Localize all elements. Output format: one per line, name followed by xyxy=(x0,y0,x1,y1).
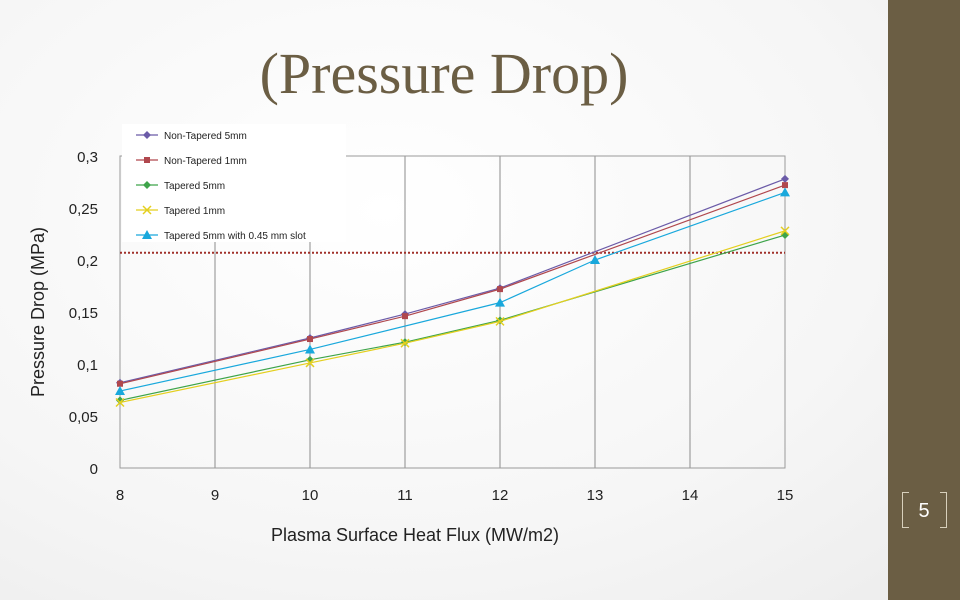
legend-marker xyxy=(142,205,152,215)
series-layer xyxy=(115,174,790,408)
legend-item: Tapered 5mm xyxy=(136,181,225,192)
data-point xyxy=(402,313,408,320)
legend-label: Non-Tapered 5mm xyxy=(164,131,247,142)
data-point xyxy=(497,286,503,293)
data-point xyxy=(781,174,789,183)
data-point xyxy=(495,316,505,326)
x-tick-label: 10 xyxy=(302,487,319,504)
side-band xyxy=(888,0,960,600)
y-tick-label: 0,1 xyxy=(77,357,98,374)
x-marker-stroke xyxy=(495,316,505,326)
legend-item: Tapered 1mm xyxy=(136,205,225,217)
legend-item: Non-Tapered 5mm xyxy=(136,131,247,142)
legend: Non-Tapered 5mm Non-Tapered 1mm Tapered 5m… xyxy=(122,124,346,242)
series-2 xyxy=(117,182,788,387)
y-tick-label: 0 xyxy=(90,461,98,478)
y-tick-label: 0,3 xyxy=(77,149,98,166)
y-tick-label: 0,2 xyxy=(77,253,98,270)
page-number-bracket-left xyxy=(902,492,909,528)
legend-label: Tapered 5mm with 0.45 mm slot xyxy=(164,231,306,242)
x-tick-label: 12 xyxy=(492,487,509,504)
legend-item: Non-Tapered 1mm xyxy=(136,156,247,167)
data-point xyxy=(305,344,315,354)
page-title: (Pressure Drop) xyxy=(259,41,629,106)
data-point xyxy=(780,187,790,197)
legend-item: Tapered 5mm with 0.45 mm slot xyxy=(136,230,306,242)
legend-label: Non-Tapered 1mm xyxy=(164,156,247,167)
page-number: 5 xyxy=(918,500,930,522)
legend-marker xyxy=(143,131,151,139)
legend-marker xyxy=(143,181,151,189)
x-marker-stroke xyxy=(305,358,315,368)
data-point xyxy=(305,358,315,368)
plot-area-border xyxy=(119,155,786,469)
y-axis-ticks: 0 0,05 0,1 0,15 0,2 0,25 0,3 xyxy=(69,149,98,478)
x-tick-label: 14 xyxy=(682,487,699,504)
page-number-bracket-right xyxy=(940,492,947,528)
data-point xyxy=(307,336,313,343)
x-tick-label: 13 xyxy=(587,487,604,504)
data-point xyxy=(590,255,600,264)
y-tick-label: 0,05 xyxy=(69,409,98,426)
chart: 0 0,05 0,1 0,15 0,2 0,25 0,3 8 9 10 11 12 13 14 15 No… xyxy=(28,124,794,545)
series-3 xyxy=(116,231,789,405)
x-tick-label: 11 xyxy=(397,487,413,504)
data-point xyxy=(400,338,410,348)
series-line xyxy=(119,230,786,404)
x-axis-label: Plasma Surface Heat Flux (MW/m2) xyxy=(271,525,559,545)
legend-marker xyxy=(142,230,152,239)
x-tick-label: 8 xyxy=(116,487,124,504)
series-4 xyxy=(115,226,790,408)
series-line xyxy=(119,234,786,401)
legend-label: Tapered 1mm xyxy=(164,206,225,217)
x-tick-label: 15 xyxy=(777,487,794,504)
data-point xyxy=(780,226,790,236)
data-point xyxy=(115,397,125,408)
y-axis-label: Pressure Drop (MPa) xyxy=(28,227,48,397)
x-tick-label: 9 xyxy=(211,487,219,504)
x-axis-ticks: 8 9 10 11 12 13 14 15 xyxy=(116,487,794,504)
x-marker-stroke xyxy=(115,397,125,408)
data-point xyxy=(115,386,125,396)
y-tick-label: 0,25 xyxy=(69,201,98,218)
data-point xyxy=(782,182,788,189)
x-marker-stroke xyxy=(142,205,152,215)
legend-label: Tapered 5mm xyxy=(164,181,225,192)
x-marker-stroke xyxy=(780,226,790,236)
y-tick-label: 0,15 xyxy=(69,305,98,322)
x-marker-stroke xyxy=(400,338,410,348)
series-5 xyxy=(115,187,790,396)
data-point xyxy=(117,380,123,387)
legend-background xyxy=(122,124,346,242)
data-point xyxy=(495,297,505,307)
legend-marker xyxy=(144,157,150,163)
